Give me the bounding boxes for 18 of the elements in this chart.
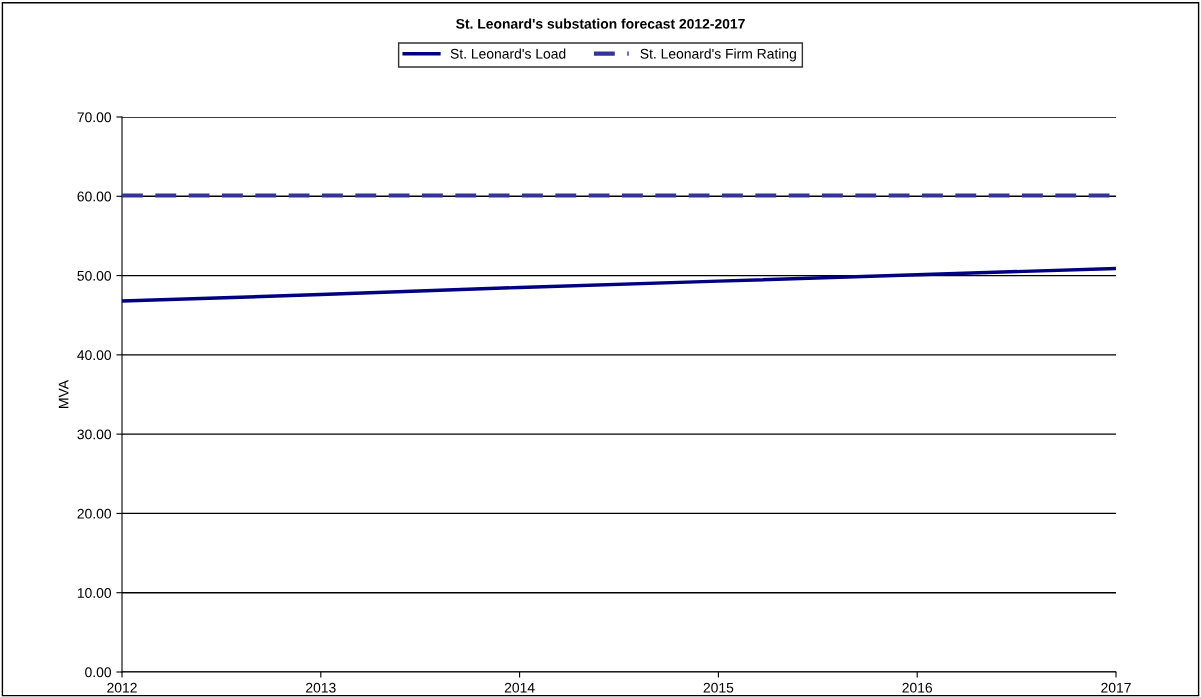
chart-title: St. Leonard's substation forecast 2012-2017 [456, 18, 745, 29]
x-tick-label: 2014 [504, 682, 535, 693]
y-tick-label: 70.00 [77, 112, 112, 123]
y-tick-label: 60.00 [77, 191, 112, 202]
y-tick-label: 40.00 [77, 350, 112, 361]
x-tick-label: 2016 [902, 682, 933, 693]
x-tick-label: 2012 [107, 682, 137, 693]
x-tick-label: 2017 [1101, 682, 1131, 693]
legend-label: St. Leonard's Firm Rating [640, 48, 796, 62]
y-axis-title: MVA [58, 379, 69, 408]
y-tick-label: 0.00 [85, 667, 112, 678]
legend-label: St. Leonard's Load [450, 48, 566, 59]
x-tick-label: 2013 [306, 682, 336, 693]
y-tick-label: 30.00 [77, 429, 112, 440]
x-tick-label: 2015 [703, 682, 734, 693]
y-tick-label: 10.00 [77, 588, 112, 598]
y-tick-label: 20.00 [77, 508, 112, 519]
y-tick-label: 50.00 [77, 270, 112, 281]
